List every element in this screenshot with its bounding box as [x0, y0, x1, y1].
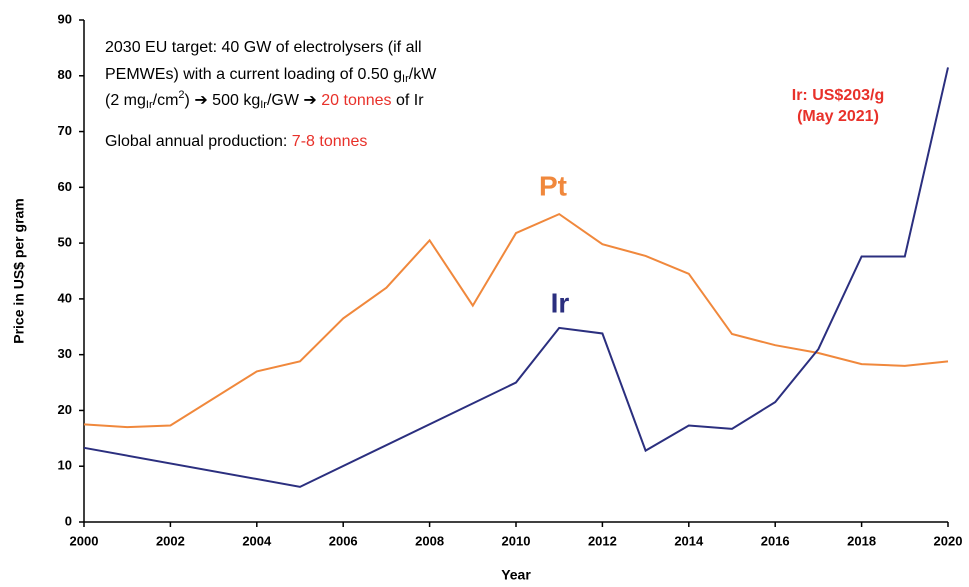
x-tick-label: 2010	[502, 533, 531, 548]
annotation: PEMWEs) with a current loading of 0.50 g…	[105, 66, 437, 85]
annotation-run: /GW ➔	[267, 92, 321, 109]
annotation: 2030 EU target: 40 GW of electrolysers (…	[105, 39, 422, 56]
annotation-run: (2 mg	[105, 92, 146, 109]
annotation: Global annual production: 7-8 tonnes	[105, 133, 367, 150]
x-tick-label: 2012	[588, 533, 617, 548]
price-note: (May 2021)	[797, 108, 879, 125]
x-tick-label: 2004	[242, 533, 272, 548]
x-tick-label: 2020	[934, 533, 963, 548]
y-tick-label: 70	[58, 123, 72, 138]
line-series	[83, 212, 949, 429]
y-tick-label: 40	[58, 290, 72, 305]
series-label: Pt	[539, 170, 567, 201]
y-tick-label: 60	[58, 179, 72, 194]
x-tick-label: 2006	[329, 533, 358, 548]
x-tick-label: 2014	[674, 533, 704, 548]
annotation-run: of Ir	[392, 92, 425, 109]
x-tick-label: 2000	[70, 533, 99, 548]
y-tick-label: 10	[58, 458, 72, 473]
annotation-run: /kW	[409, 66, 437, 83]
x-tick-label: 2008	[415, 533, 444, 548]
y-tick-label: 50	[58, 235, 72, 250]
y-tick-label: 0	[65, 513, 72, 528]
annotation-run: ) ➔ 500 kg	[185, 92, 261, 109]
x-tick-label: 2018	[847, 533, 876, 548]
x-tick-label: 2016	[761, 533, 790, 548]
y-tick-label: 80	[58, 67, 72, 82]
x-axis-label: Year	[501, 567, 531, 583]
annotation-run: Ir	[260, 99, 267, 111]
annotation-run: 2030 EU target: 40 GW of electrolysers (…	[105, 39, 422, 56]
annotation: (2 mgIr/cm2) ➔ 500 kgIr/GW ➔ 20 tonnes o…	[105, 89, 424, 111]
y-axis-label: Price in US$ per gram	[11, 198, 27, 344]
y-tick-label: 20	[58, 402, 72, 417]
annotation-run: Ir	[402, 73, 409, 85]
x-tick-label: 2002	[156, 533, 185, 548]
annotation-run: PEMWEs) with a current loading of 0.50 g	[105, 66, 402, 83]
annotation-run: Global annual production:	[105, 133, 292, 150]
annotation-run: Ir	[146, 99, 153, 111]
annotation-run: 20 tonnes	[321, 92, 391, 109]
annotation-run: 7-8 tonnes	[292, 133, 368, 150]
series-label: Ir	[551, 287, 570, 318]
annotation-run: /cm	[153, 92, 179, 109]
annotation-run: 2	[178, 89, 184, 101]
y-tick-label: 30	[58, 346, 72, 361]
price-note: Ir: US$203/g	[792, 87, 884, 104]
y-tick-label: 90	[58, 11, 72, 26]
line-series	[83, 67, 949, 488]
